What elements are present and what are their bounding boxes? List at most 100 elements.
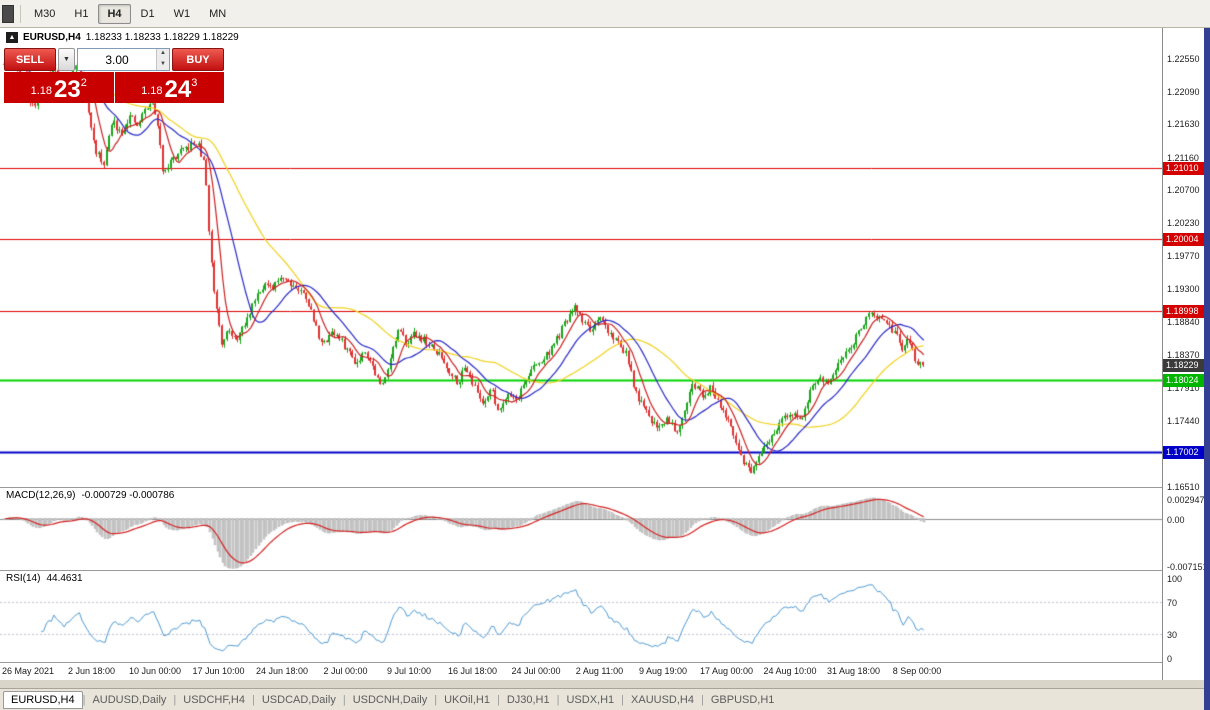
volume-decrease-button[interactable]: ▼ xyxy=(157,59,169,70)
price-axis-tick: 1.18370 xyxy=(1167,350,1200,361)
time-axis-label: 16 Jul 18:00 xyxy=(447,666,498,676)
bottom-strip xyxy=(0,680,1204,688)
period-buttons: M30 H1 H4 D1 W1 MN xyxy=(25,3,236,24)
period-button-h1[interactable]: H1 xyxy=(74,7,89,20)
time-axis-label: 17 Aug 00:00 xyxy=(699,666,754,676)
resistance-lower-badge: 1.18998 xyxy=(1163,304,1204,318)
rsi-label: RSI(14) 44.4631 xyxy=(6,573,83,584)
chart-tab-eurusd[interactable]: EURUSD,H4 xyxy=(3,690,83,709)
price-axis-tick: 1.18840 xyxy=(1167,316,1200,327)
tab-separator: | xyxy=(82,693,86,706)
price-axis-tick: 1.17440 xyxy=(1167,416,1200,427)
panel-splitter[interactable] xyxy=(0,570,1204,571)
chart-tab-xauusd[interactable]: XAUUSD,H4 xyxy=(631,693,694,706)
chart-tab-gbpusd[interactable]: GBPUSD,H1 xyxy=(710,693,775,706)
rsi-axis-tick: 0 xyxy=(1167,654,1173,664)
chart-tab-ukoil[interactable]: UKOil,H1 xyxy=(444,693,490,706)
chart-tab-usdchf[interactable]: USDCHF,H4 xyxy=(183,693,245,706)
price-axis-tick: 1.22090 xyxy=(1167,86,1200,97)
volume-increase-button[interactable]: ▲ xyxy=(157,49,169,60)
price-axis-tick: 1.21630 xyxy=(1167,119,1200,130)
one-click-controls-row: SELL ▼ ▲ ▼ BUY xyxy=(4,48,224,71)
period-button-d1[interactable]: D1 xyxy=(140,7,155,20)
chart-tab-dj30[interactable]: DJ30,H1 xyxy=(506,693,550,706)
time-axis-label: 31 Aug 18:00 xyxy=(826,666,881,676)
rsi-axis-tick: 30 xyxy=(1167,630,1178,640)
macd-axis-tick: 0.002947 xyxy=(1167,495,1205,505)
tab-separator: | xyxy=(700,693,704,706)
volume-dropdown-button[interactable]: ▼ xyxy=(58,48,75,71)
price-axis-tick: 1.19300 xyxy=(1167,284,1200,295)
time-axis-label: 2 Jul 00:00 xyxy=(323,666,368,676)
time-axis-label: 26 May 2021 xyxy=(1,666,55,676)
volume-spinner: ▲ ▼ xyxy=(156,49,169,70)
quote-symbol: EURUSD,H4 xyxy=(23,32,81,43)
tab-separator: | xyxy=(496,693,500,706)
volume-input[interactable] xyxy=(78,49,169,70)
period-button-h4[interactable]: H4 xyxy=(98,3,131,24)
marker-icon: ▲ xyxy=(6,32,18,43)
tab-separator: | xyxy=(621,693,625,706)
period-button-mn[interactable]: MN xyxy=(209,7,227,20)
sell-price-big-digits: 23 xyxy=(54,76,81,103)
buy-button[interactable]: BUY xyxy=(172,48,224,71)
price-axis[interactable] xyxy=(1162,28,1205,680)
period-button-m30[interactable]: M30 xyxy=(34,7,56,20)
time-axis-label: 24 Jul 00:00 xyxy=(511,666,561,676)
sell-price-pip-digit: 2 xyxy=(80,77,87,89)
price-axis-tick: 1.20700 xyxy=(1167,185,1200,196)
panel-splitter[interactable] xyxy=(0,487,1204,488)
rsi-axis-tick: 100 xyxy=(1167,574,1183,584)
price-axis-tick: 1.17910 xyxy=(1167,382,1200,393)
volume-field: ▲ ▼ xyxy=(77,48,170,71)
toolbar-separator xyxy=(20,4,21,23)
timeframe-toolbar: M30 H1 H4 D1 W1 MN xyxy=(0,0,1210,28)
tab-separator: | xyxy=(173,693,177,706)
macd-axis-tick: 0.00 xyxy=(1167,514,1185,525)
tab-separator: | xyxy=(342,693,346,706)
sell-price-display[interactable]: 1.18 23 2 xyxy=(4,72,114,103)
time-axis-separator xyxy=(0,662,1204,663)
buy-price-prefix: 1.18 xyxy=(141,85,163,97)
chart-tab-audusd[interactable]: AUDUSD,Daily xyxy=(92,693,167,706)
chart-tab-usdcnh[interactable]: USDCNH,Daily xyxy=(352,693,428,706)
tab-separator: | xyxy=(556,693,560,706)
price-axis-tick: 1.22550 xyxy=(1167,54,1200,65)
buy-price-display[interactable]: 1.18 24 3 xyxy=(114,72,224,103)
time-axis-label: 17 Jun 10:00 xyxy=(192,666,245,676)
support-blue-badge: 1.17002 xyxy=(1163,446,1204,460)
chart-tab-bar: EURUSD,H4 | AUDUSD,Daily | USDCHF,H4 | USDCAD,… xyxy=(0,688,1204,710)
resistance-mid-badge: 1.20004 xyxy=(1163,233,1204,247)
rsi-axis-tick: 70 xyxy=(1167,598,1178,608)
macd-panel-canvas[interactable] xyxy=(0,488,1162,570)
rsi-panel-canvas[interactable] xyxy=(0,571,1162,662)
chart-tab-usdcad[interactable]: USDCAD,Daily xyxy=(261,693,336,706)
toolbar-cropped-button[interactable] xyxy=(2,4,14,23)
current-price-badge: 1.18229 xyxy=(1163,359,1204,373)
macd-name: MACD(12,26,9) xyxy=(6,490,76,501)
one-click-prices-row: 1.18 23 2 1.18 24 3 xyxy=(4,72,224,103)
price-chart-canvas[interactable] xyxy=(0,30,1162,487)
sell-price-prefix: 1.18 xyxy=(30,85,53,97)
support-green-badge: 1.18024 xyxy=(1163,373,1204,387)
price-axis-tick: 1.20230 xyxy=(1167,218,1200,229)
tab-separator: | xyxy=(252,693,255,706)
tab-separator: | xyxy=(434,693,438,706)
rsi-value: 44.4631 xyxy=(46,573,83,584)
quote-header: ▲ EURUSD,H4 1.18233 1.18233 1.18229 1.18… xyxy=(6,32,239,43)
resistance-upper-badge: 1.21010 xyxy=(1163,162,1204,176)
buy-price-pip-digit: 3 xyxy=(191,77,198,89)
period-button-w1[interactable]: W1 xyxy=(173,7,191,20)
rsi-name: RSI(14) xyxy=(6,573,41,584)
buy-price-big-digits: 24 xyxy=(164,76,192,103)
chevron-down-icon: ▼ xyxy=(63,56,70,63)
quote-ohlc: 1.18233 1.18233 1.18229 1.18229 xyxy=(85,32,239,43)
sell-button[interactable]: SELL xyxy=(4,48,56,71)
macd-values: -0.000729 -0.000786 xyxy=(81,490,175,501)
one-click-trading-panel: SELL ▼ ▲ ▼ BUY 1.18 23 2 1.18 24 3 xyxy=(4,48,224,103)
macd-label: MACD(12,26,9) -0.000729 -0.000786 xyxy=(6,490,174,501)
chart-tab-usdx[interactable]: USDX,H1 xyxy=(566,693,615,706)
price-axis-tick: 1.21160 xyxy=(1167,152,1199,163)
time-axis-label: 24 Jun 18:00 xyxy=(255,666,309,676)
